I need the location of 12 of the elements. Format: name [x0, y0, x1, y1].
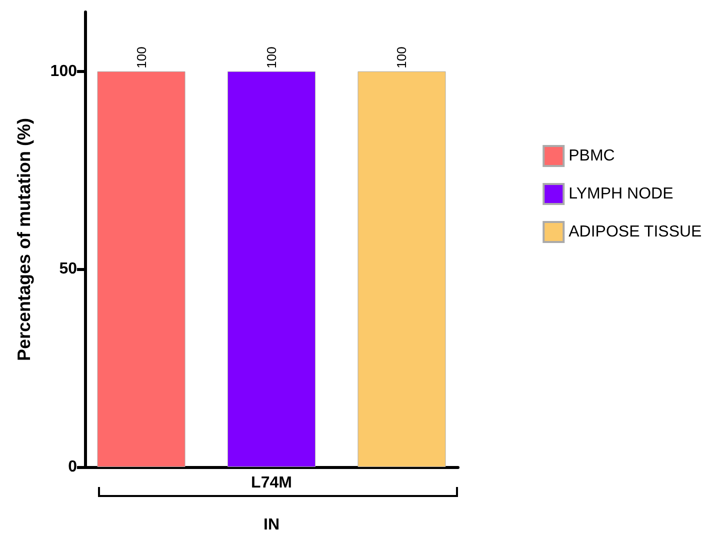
legend-label: PBMC — [568, 148, 615, 164]
data-label: 100 — [264, 46, 279, 68]
x-axis-title: IN — [264, 516, 280, 534]
legend-label: LYMPH NODE — [568, 186, 674, 202]
legend-label: ADIPOSE TISSUE — [568, 224, 702, 240]
data-label: 100 — [134, 46, 149, 68]
x-tick-label: L74M — [251, 474, 292, 492]
y-tick-label: 100 — [50, 62, 78, 80]
y-tick-label: 0 — [68, 458, 78, 476]
y-axis-title: Percentages of mutation (%) — [14, 118, 34, 362]
y-tick-label: 50 — [59, 260, 78, 278]
data-label: 100 — [394, 46, 410, 68]
